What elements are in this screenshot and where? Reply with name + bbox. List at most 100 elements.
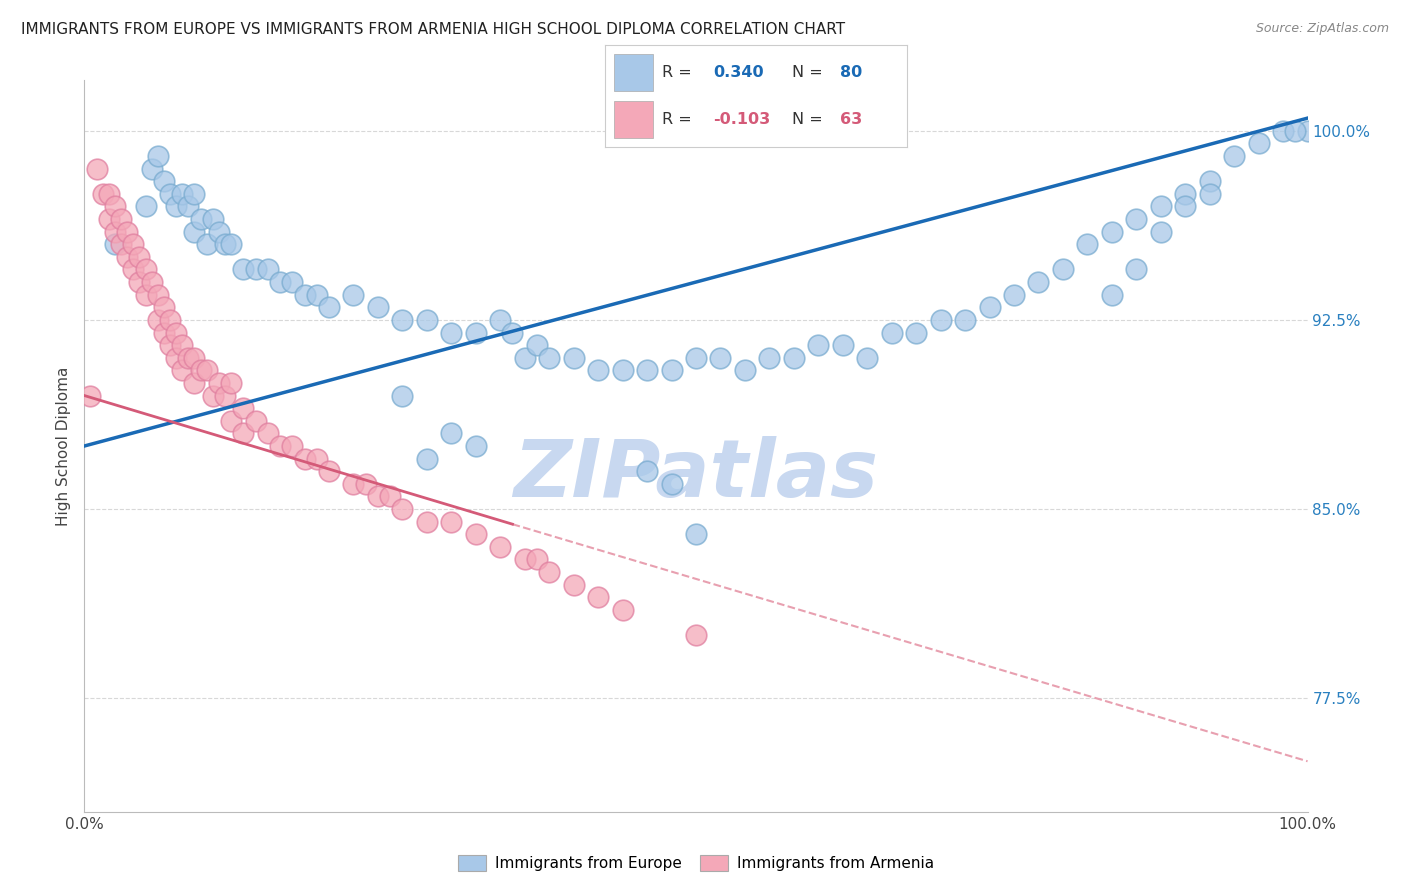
Point [929,313,952,327]
Point [1052,262,1074,277]
Point [104,225,127,239]
Point [281,275,304,289]
Point [661,476,683,491]
Point [1272,124,1295,138]
Text: IMMIGRANTS FROM EUROPE VS IMMIGRANTS FROM ARMENIA HIGH SCHOOL DIPLOMA CORRELATIO: IMMIGRANTS FROM EUROPE VS IMMIGRANTS FRO… [21,22,845,37]
Point [526,552,548,566]
Point [91,186,114,201]
Point [122,237,145,252]
Point [391,313,413,327]
Point [538,565,561,579]
Text: N =: N = [792,112,828,127]
Point [367,300,389,314]
Point [586,591,609,605]
Point [685,628,707,642]
Point [513,351,536,365]
Point [1150,199,1173,213]
Point [110,212,132,227]
Text: -0.103: -0.103 [713,112,770,127]
Point [257,262,280,277]
Point [294,451,316,466]
Point [79,388,101,402]
Point [146,149,169,163]
Point [612,363,634,377]
Point [122,262,145,277]
Point [269,439,291,453]
Point [342,476,364,491]
Point [172,363,194,377]
Point [464,326,486,340]
Point [905,326,928,340]
Point [1125,262,1147,277]
Text: 63: 63 [841,112,863,127]
Point [416,451,439,466]
Point [513,552,536,566]
Point [219,376,242,390]
Point [380,490,402,504]
Point [201,388,224,402]
Point [636,464,658,478]
Point [636,363,658,377]
Point [208,376,231,390]
Point [661,363,683,377]
Point [1223,149,1246,163]
Point [190,212,212,227]
Bar [613,101,652,138]
Point [1247,136,1270,151]
Point [165,351,187,365]
Point [172,186,194,201]
Point [214,237,236,252]
Point [1198,174,1220,188]
Point [141,275,163,289]
Point [195,237,218,252]
Point [416,313,439,327]
Point [856,351,879,365]
Point [783,351,806,365]
Point [318,300,340,314]
Point [208,225,231,239]
Point [141,161,163,176]
Point [281,439,304,453]
Point [183,376,205,390]
Point [115,225,138,239]
Point [232,262,254,277]
Point [342,287,364,301]
Point [1174,186,1197,201]
Point [219,237,242,252]
Point [146,313,169,327]
Point [128,275,150,289]
Point [538,351,561,365]
Point [502,326,524,340]
Point [195,363,218,377]
Point [110,237,132,252]
Point [115,250,138,264]
Point [146,287,169,301]
Text: Source: ZipAtlas.com: Source: ZipAtlas.com [1256,22,1389,36]
Point [172,338,194,352]
Point [153,326,176,340]
Point [464,439,486,453]
Point [214,388,236,402]
Point [245,262,267,277]
Point [831,338,853,352]
Point [489,540,512,554]
Point [104,199,127,213]
Point [294,287,316,301]
Point [1150,225,1173,239]
Text: ZIPatlas: ZIPatlas [513,436,879,515]
Point [562,351,585,365]
Point [104,237,127,252]
Point [440,326,463,340]
Point [183,351,205,365]
Point [1284,124,1306,138]
Point [880,326,903,340]
Point [245,414,267,428]
Point [135,199,157,213]
Point [232,401,254,416]
Point [1076,237,1098,252]
Text: N =: N = [792,65,828,79]
Bar [613,54,652,91]
Point [440,426,463,441]
Y-axis label: High School Diploma: High School Diploma [56,367,72,525]
Point [135,262,157,277]
